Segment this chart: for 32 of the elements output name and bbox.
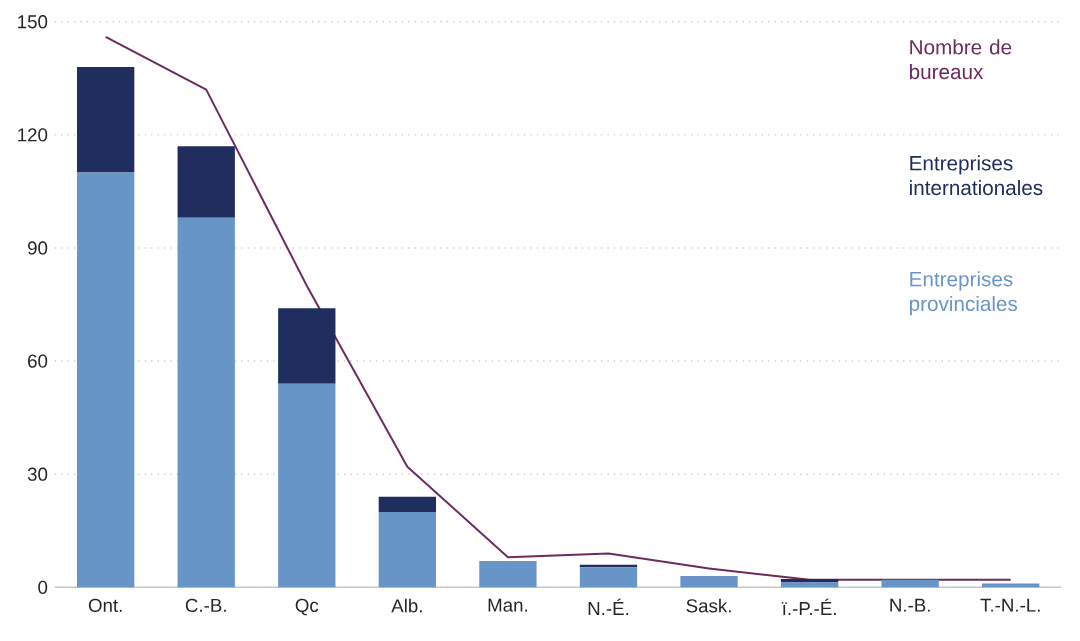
x-tick-label: T.-N.-L. xyxy=(980,598,1040,612)
bar xyxy=(77,172,135,588)
x-tick-label: N.-É. xyxy=(588,598,629,616)
bar xyxy=(579,567,638,588)
bar xyxy=(278,308,336,384)
bar xyxy=(378,512,437,588)
bar xyxy=(177,146,235,218)
y-tick-label: 60 xyxy=(28,354,48,368)
x-tick-label: N.-B. xyxy=(890,598,930,612)
bar xyxy=(278,383,336,588)
y-tick-label: 0 xyxy=(38,580,48,595)
bar xyxy=(479,561,537,588)
bar xyxy=(77,67,135,173)
x-tick-label: C.-B. xyxy=(185,598,226,613)
y-tick-label: 90 xyxy=(28,241,48,255)
x-tick-label: Qc xyxy=(295,598,319,616)
bar xyxy=(881,579,939,588)
x-tick-label: ï.-P.-É. xyxy=(781,598,836,616)
x-tick-label: Sask. xyxy=(686,598,731,613)
text: Entreprises provinciales xyxy=(909,271,1018,316)
x-tick-label: Man. xyxy=(488,598,528,612)
bar xyxy=(378,496,437,513)
text: Entreprises internationales xyxy=(910,155,1043,196)
y-tick-label: 120 xyxy=(18,128,48,142)
y-tick-label: 30 xyxy=(27,467,48,481)
y-tick-label: 150 xyxy=(18,15,48,29)
bar xyxy=(780,582,839,588)
bar xyxy=(680,576,738,588)
bar xyxy=(177,217,235,588)
x-tick-label: Alb. xyxy=(391,598,422,613)
x-tick-label: Ont. xyxy=(88,598,122,613)
text: Nombre de bureaux xyxy=(909,39,1012,80)
